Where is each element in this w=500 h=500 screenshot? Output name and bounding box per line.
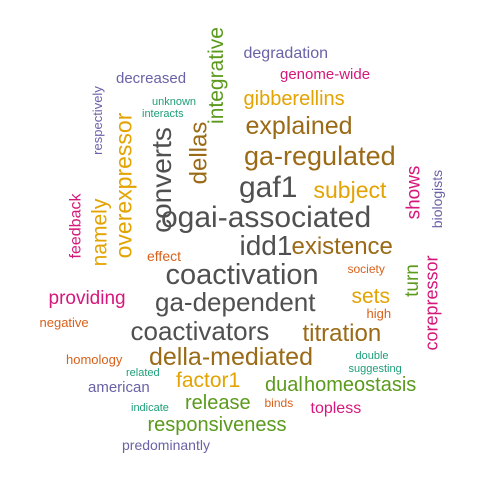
word-dual: dual <box>265 374 303 396</box>
word-turn: turn <box>401 263 423 297</box>
word-converts: converts <box>145 127 177 233</box>
word-della-mediated: della-mediated <box>149 342 313 371</box>
word-binds: binds <box>264 396 294 410</box>
word-negative: negative <box>39 314 89 330</box>
word-overexpressor: overexpressor <box>110 112 137 258</box>
word-shows: shows <box>403 165 425 219</box>
word-topless: topless <box>310 400 362 417</box>
word-degradation: degradation <box>243 45 329 62</box>
word-existence: existence <box>291 233 393 260</box>
word-sets: sets <box>351 284 391 308</box>
word-factor1: factor1 <box>176 368 241 392</box>
word-american: american <box>88 378 150 396</box>
word-society: society <box>347 262 385 276</box>
word-indicate: indicate <box>131 401 169 414</box>
word-dellas: dellas <box>184 121 212 185</box>
word-providing: providing <box>48 287 126 309</box>
word-integrative: integrative <box>204 26 228 124</box>
word-ga-dependent: ga-dependent <box>155 287 316 317</box>
word-suggesting: suggesting <box>348 362 402 375</box>
word-subject: subject <box>313 176 387 203</box>
word-idd1: idd1 <box>239 230 293 261</box>
word-interacts: interacts <box>142 107 184 120</box>
word-high: high <box>366 305 392 321</box>
word-responsiveness: responsiveness <box>147 414 287 436</box>
word-biologists: biologists <box>429 169 446 229</box>
word-respectively: respectively <box>89 85 105 155</box>
word-homology: homology <box>66 351 123 367</box>
word-corepressor: corepressor <box>421 255 442 351</box>
word-double: double <box>355 349 389 362</box>
word-ogai-associated: ogai-associated <box>161 201 372 234</box>
word-feedback: feedback <box>66 193 84 259</box>
word-predominantly: predominantly <box>122 437 210 453</box>
word-titration: titration <box>302 320 382 347</box>
word-genome-wide: genome-wide <box>280 65 371 83</box>
word-gibberellins: gibberellins <box>243 88 345 110</box>
word-coactivators: coactivators <box>130 316 270 346</box>
word-ga-regulated: ga-regulated <box>244 140 396 171</box>
word-related: related <box>126 366 160 379</box>
word-explained: explained <box>245 111 353 140</box>
word-release: release <box>185 392 251 414</box>
word-gaf1: gaf1 <box>239 171 298 204</box>
word-effect: effect <box>147 248 181 264</box>
word-namely: namely <box>88 198 112 266</box>
word-homeostasis: homeostasis <box>304 374 417 396</box>
word-coactivation: coactivation <box>165 258 319 291</box>
word-decreased: decreased <box>116 69 187 87</box>
word-unknown: unknown <box>152 95 197 108</box>
